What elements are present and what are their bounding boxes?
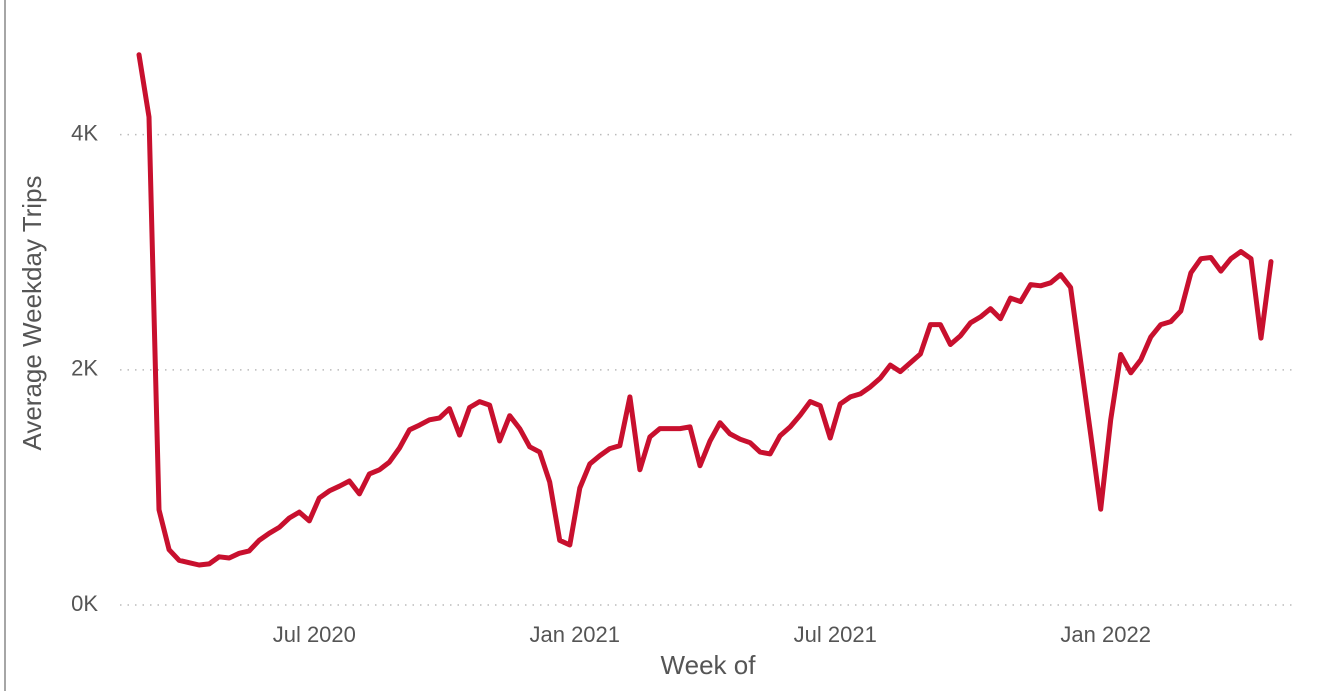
x-tick-label: Jul 2021 [794, 622, 877, 647]
x-axis-title: Week of [661, 650, 757, 680]
x-tick-label: Jan 2022 [1060, 622, 1151, 647]
data-line [136, 52, 1274, 568]
x-tick-label: Jan 2021 [529, 622, 620, 647]
y-tick-label: 0K [71, 591, 98, 616]
x-tick-label: Jul 2020 [273, 622, 356, 647]
y-axis-title: Average Weekday Trips [17, 175, 47, 450]
y-tick-label: 2K [71, 356, 98, 381]
y-tick-label: 4K [71, 120, 98, 145]
